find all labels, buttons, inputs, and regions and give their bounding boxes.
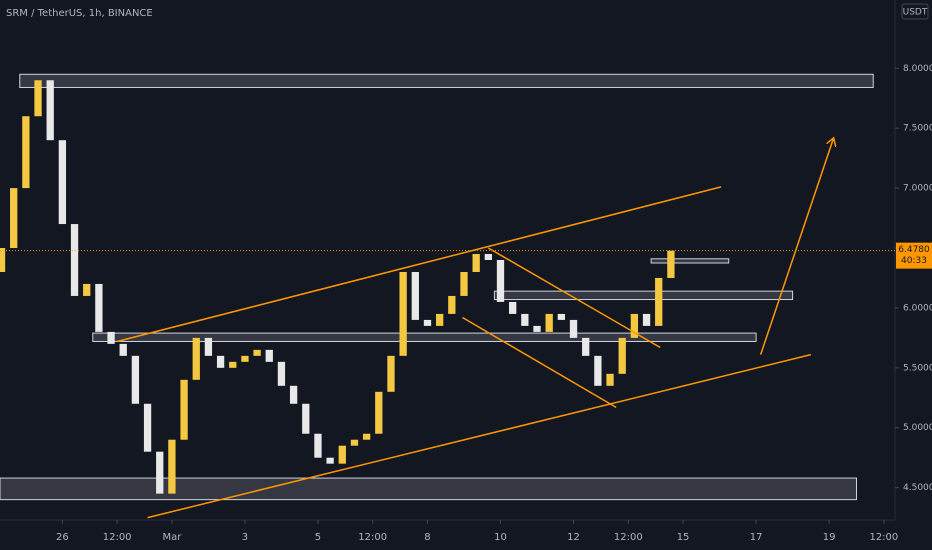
y-tick-label: 8.0000 — [903, 64, 932, 74]
candle — [387, 355, 395, 392]
x-tick-label: 12:00 — [614, 532, 643, 543]
candle — [630, 313, 639, 338]
currency: USDT — [903, 8, 928, 18]
candle — [472, 254, 480, 272]
candle — [34, 80, 42, 117]
candle — [594, 355, 602, 386]
forecast-arrow — [759, 138, 834, 355]
candle — [642, 313, 651, 326]
candle — [156, 451, 164, 494]
trendline — [116, 186, 722, 343]
y-tick-label: 7.5000 — [903, 124, 932, 134]
trendline — [147, 353, 812, 519]
candle — [265, 349, 273, 362]
zone — [493, 290, 794, 301]
candle — [496, 260, 505, 302]
candle — [131, 355, 140, 404]
zone — [19, 73, 874, 88]
candle — [557, 313, 566, 320]
candle — [314, 433, 322, 458]
candle — [58, 140, 67, 225]
candle — [119, 343, 127, 356]
candle — [533, 325, 541, 332]
candle — [399, 271, 407, 356]
candle — [70, 224, 79, 296]
zone — [0, 477, 857, 501]
candle — [289, 385, 298, 404]
last-price-box — [896, 242, 932, 269]
candle — [216, 355, 225, 368]
candle — [509, 301, 517, 314]
x-tick-label: 12 — [567, 532, 580, 543]
candle — [350, 439, 359, 446]
candle — [423, 319, 432, 326]
candle — [448, 295, 456, 314]
candle — [436, 313, 444, 326]
x-tick-label: 5 — [315, 532, 321, 543]
candle — [95, 283, 103, 332]
last-price-label: 6.4780 — [898, 245, 930, 255]
x-tick-label: 12:00 — [103, 532, 132, 543]
candle — [229, 361, 237, 368]
x-tick-label: 3 — [242, 532, 248, 543]
candle — [484, 254, 492, 260]
x-tick-label: 8 — [424, 532, 430, 543]
candle — [168, 439, 176, 494]
countdown: 40:33 — [901, 256, 927, 266]
x-tick-label: 12:00 — [869, 532, 898, 543]
candle — [192, 337, 200, 380]
candle — [606, 373, 614, 386]
y-tick-label: 7.0000 — [903, 184, 932, 194]
chart-title: SRM / TetherUS, 1h, BINANCE — [6, 8, 153, 19]
candle — [107, 331, 115, 344]
candle — [46, 80, 54, 141]
trendline — [462, 316, 617, 409]
candle — [0, 248, 6, 272]
candle — [180, 379, 188, 440]
candle — [302, 403, 310, 434]
candle — [83, 283, 91, 296]
candle — [667, 250, 675, 278]
candle — [460, 271, 468, 296]
candle — [569, 319, 578, 338]
x-tick-label: 15 — [677, 532, 690, 543]
y-tick-label: 5.5000 — [903, 363, 932, 373]
trendline — [487, 247, 661, 349]
y-tick-label: 4.5000 — [903, 483, 932, 493]
zone — [92, 332, 757, 342]
candle — [545, 313, 553, 332]
candle — [655, 277, 663, 326]
candle — [521, 313, 529, 326]
x-tick-label: Mar — [162, 532, 182, 543]
y-tick-label: 5.0000 — [903, 423, 932, 433]
currency-box — [901, 3, 929, 20]
x-tick-label: 19 — [823, 532, 836, 543]
candle — [362, 433, 371, 440]
candle — [241, 355, 249, 362]
candle — [582, 337, 590, 356]
candle — [22, 116, 30, 189]
zone — [650, 258, 730, 264]
candle — [411, 271, 419, 320]
candle — [618, 337, 626, 374]
x-tick-label: 17 — [750, 532, 763, 543]
candle — [10, 188, 18, 249]
x-tick-label: 26 — [56, 532, 69, 543]
candle — [204, 337, 213, 356]
x-tick-label: 12:00 — [358, 532, 387, 543]
candle — [253, 349, 261, 356]
candle — [143, 403, 152, 452]
x-tick-label: 10 — [494, 532, 507, 543]
y-tick-label: 6.0000 — [903, 303, 932, 313]
candle — [338, 445, 346, 464]
candle — [375, 391, 383, 434]
candle — [277, 361, 286, 386]
candle — [326, 457, 334, 464]
